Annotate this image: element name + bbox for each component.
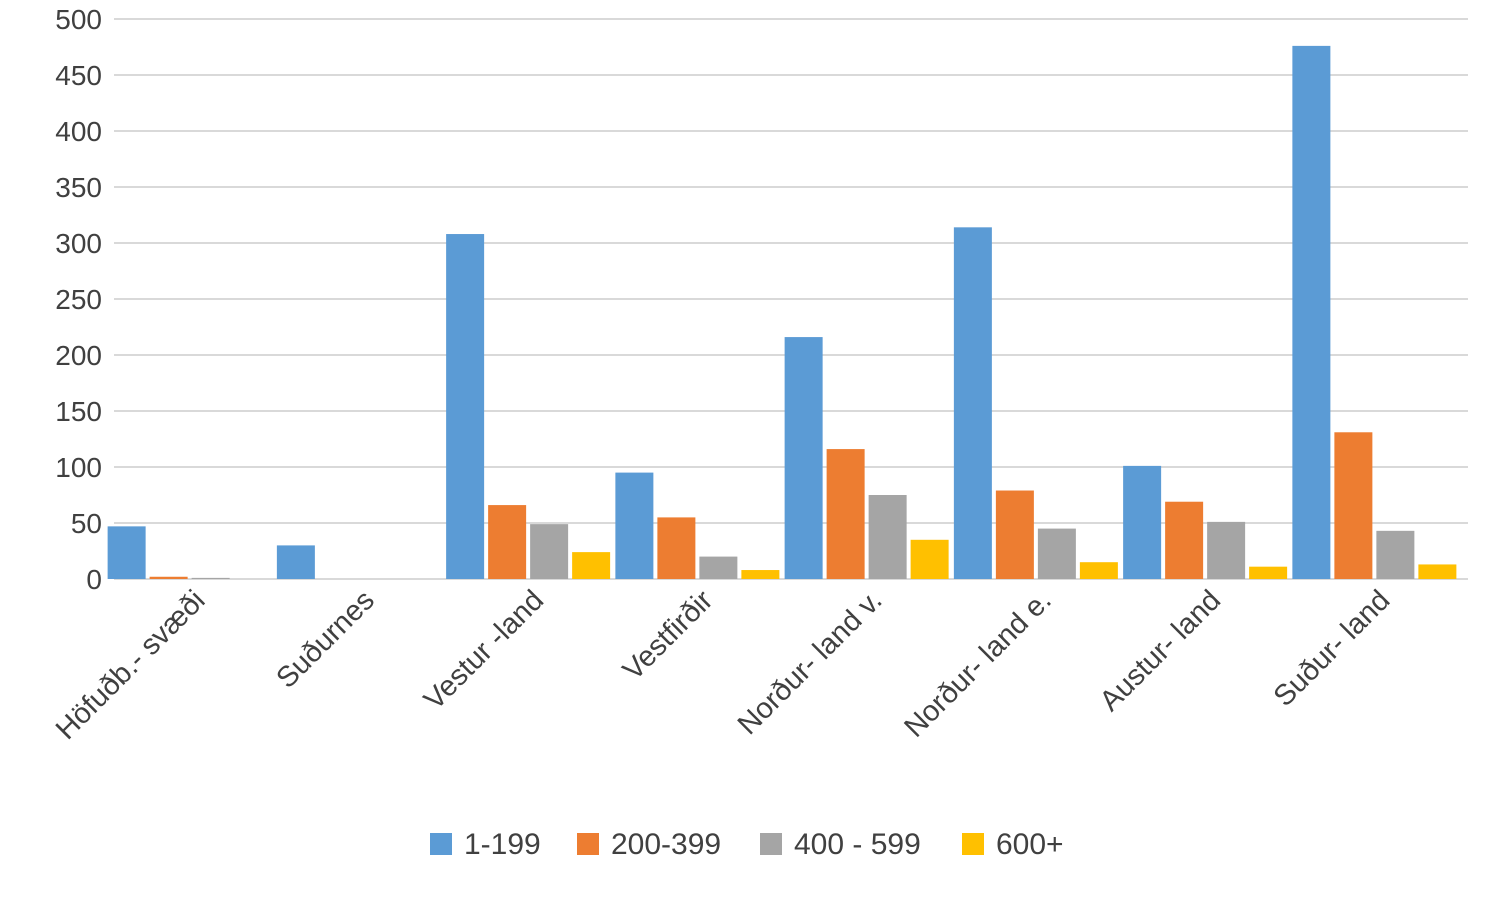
x-category-label: Suðurnes	[270, 584, 380, 694]
x-category-label: Vestfirðir	[617, 584, 720, 687]
bar	[107, 526, 146, 579]
y-tick-label: 350	[55, 172, 102, 203]
bar	[1123, 465, 1162, 579]
x-category-label: Höfuðb.- svæði	[50, 584, 212, 746]
bar	[910, 539, 949, 579]
y-tick-label: 200	[55, 340, 102, 371]
x-category-label: Vestur -land	[418, 584, 550, 716]
bar	[276, 545, 315, 579]
bar	[1334, 432, 1373, 579]
x-category-label: Austur- land	[1094, 584, 1227, 717]
bar	[1165, 501, 1204, 579]
bar	[1249, 566, 1288, 579]
legend-label: 200-399	[611, 828, 721, 861]
y-tick-label: 150	[55, 396, 102, 427]
y-tick-label: 300	[55, 228, 102, 259]
x-category-label: Norður- land e.	[898, 584, 1057, 743]
legend-label: 400 - 599	[794, 828, 921, 861]
bar	[149, 576, 188, 579]
bar	[191, 577, 230, 579]
y-tick-label: 400	[55, 116, 102, 147]
x-category-label: Suður- land	[1268, 584, 1397, 713]
bar	[488, 505, 527, 579]
legend-label: 1-199	[464, 828, 541, 861]
x-category-label: Norður- land v.	[732, 584, 889, 741]
y-tick-label: 100	[55, 452, 102, 483]
y-tick-label: 250	[55, 284, 102, 315]
bar	[572, 552, 611, 579]
legend-swatch	[430, 833, 452, 855]
bar	[868, 495, 907, 579]
bar	[741, 570, 780, 579]
bar	[995, 490, 1034, 579]
y-tick-label: 450	[55, 60, 102, 91]
y-tick-label: 50	[71, 508, 102, 539]
bar	[826, 449, 865, 579]
bar	[1207, 521, 1246, 579]
bar	[1079, 562, 1118, 579]
bar	[657, 517, 696, 579]
legend-swatch	[577, 833, 599, 855]
legend-label: 600+	[996, 828, 1064, 861]
bar	[1418, 564, 1457, 579]
bar	[699, 556, 738, 579]
bar	[784, 337, 823, 579]
y-tick-label: 500	[55, 4, 102, 35]
bar	[615, 472, 654, 579]
bar	[446, 234, 485, 580]
y-tick-label: 0	[86, 564, 102, 595]
bar	[1376, 530, 1415, 579]
bar	[530, 524, 569, 579]
bar	[1037, 528, 1076, 579]
legend-swatch	[760, 833, 782, 855]
bar	[1292, 45, 1331, 579]
legend-swatch	[962, 833, 984, 855]
bar	[953, 227, 992, 579]
